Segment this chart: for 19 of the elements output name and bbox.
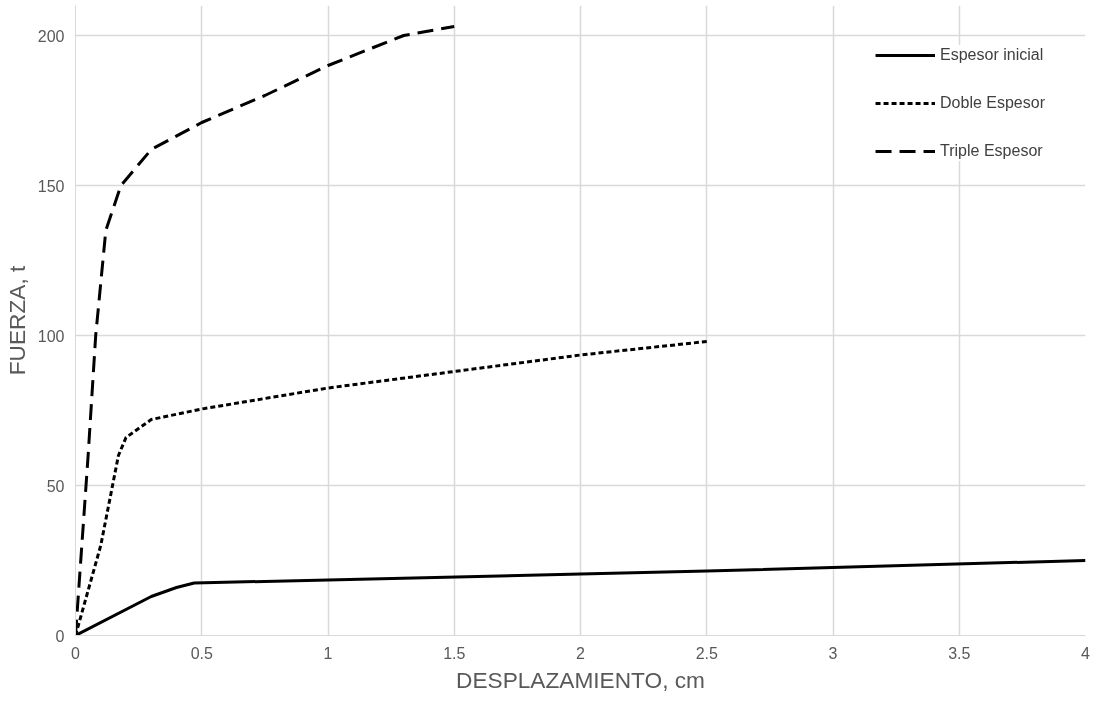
y-tick-label: 100 (37, 327, 65, 345)
x-tick-label: 1 (323, 644, 333, 662)
legend-label: Doble Espesor (940, 94, 1045, 112)
x-tick-label: 3 (828, 644, 838, 662)
y-tick-label: 150 (37, 177, 65, 195)
y-tick-label: 200 (37, 27, 65, 45)
x-tick-label: 2 (576, 644, 586, 662)
x-tick-label: 3.5 (948, 644, 971, 662)
x-axis-title: DESPLAZAMIENTO, cm (456, 666, 705, 693)
y-tick-label: 50 (46, 477, 65, 495)
legend-label: Triple Espesor (940, 142, 1043, 160)
legend-label: Espesor inicial (940, 46, 1044, 64)
x-tick-label: 0.5 (190, 644, 213, 662)
x-tick-label: 4 (1081, 644, 1091, 662)
x-tick-label: 2.5 (695, 644, 718, 662)
x-tick-label: 1.5 (443, 644, 466, 662)
y-axis-title: FUERZA, t (3, 265, 30, 376)
y-tick-label: 0 (55, 627, 65, 645)
x-tick-label: 0 (71, 644, 81, 662)
